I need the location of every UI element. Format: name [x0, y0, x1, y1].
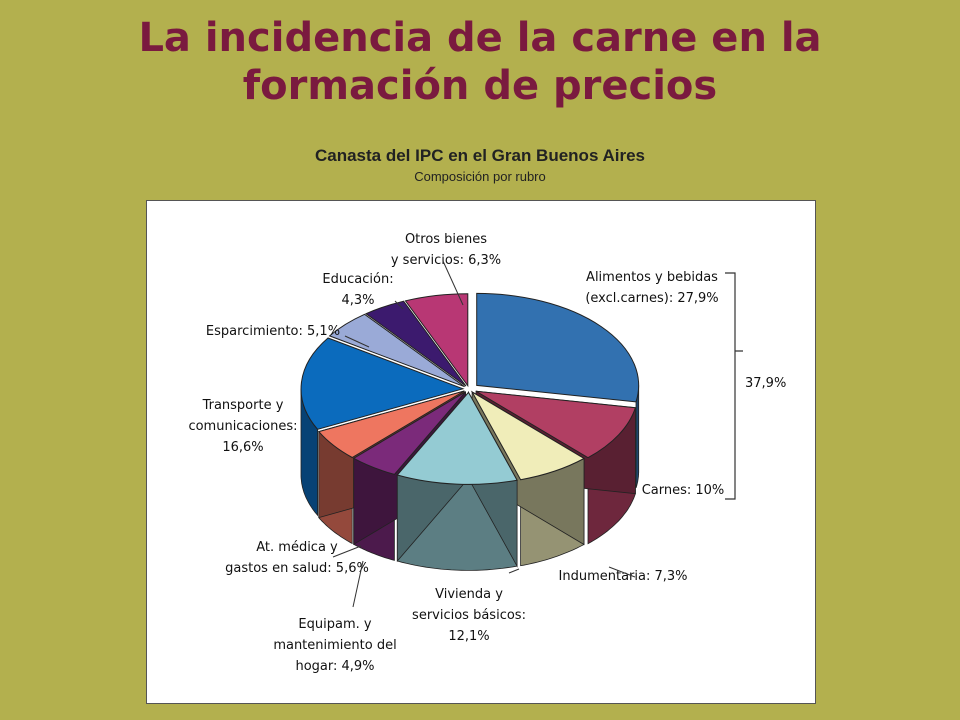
bracket: [725, 272, 743, 500]
slide-title-line-2: formación de precios: [242, 63, 718, 109]
plot-area: Alimentos y bebidas (excl.carnes): 27,9% C…: [146, 200, 816, 704]
slice-label-6: Transporte y comunicaciones: 16,6%: [188, 398, 297, 455]
slice-label-8: Educación: 4,3%: [322, 272, 393, 308]
slide-title-line-1: La incidencia de la carne en la: [138, 15, 822, 61]
slice-label-9: Otros bienes y servicios: 6,3%: [391, 232, 501, 268]
slice-label-7: Esparcimiento: 5,1%: [206, 324, 340, 339]
slice-label-1: Carnes: 10%: [642, 483, 725, 498]
leader-line-1: [352, 560, 364, 608]
slice-labels: Alimentos y bebidas (excl.carnes): 27,9% C…: [188, 232, 724, 674]
pie-chart: Alimentos y bebidas (excl.carnes): 27,9% C…: [188, 232, 786, 674]
slice-label-5: At. médica y gastos en salud: 5,6%: [225, 540, 369, 576]
leader-line-4: [344, 335, 370, 348]
chart-subtitle: Composición por rubro: [414, 169, 546, 184]
pie-slice-0: [476, 292, 640, 403]
leader-line-3: [608, 566, 636, 578]
bracket-label: 37,9%: [745, 376, 786, 391]
pie-tops: [300, 292, 640, 485]
slice-label-4: Equipam. y mantenimiento del hogar: 4,9%: [273, 617, 396, 674]
slice-label-2: Indumentaria: 7,3%: [559, 569, 688, 584]
leader-line-0: [508, 568, 520, 574]
pie-slice-2: [470, 390, 586, 481]
slice-label-3: Vivienda y servicios básicos: 12,1%: [412, 587, 526, 644]
slice-label-0: Alimentos y bebidas (excl.carnes): 27,9%: [585, 270, 718, 306]
leader-line-6: [442, 260, 464, 306]
pie-slice-4: [352, 391, 466, 475]
pie-slice-7: [328, 313, 465, 388]
pie-slice-6: [300, 337, 465, 430]
slide-title: La incidencia de la carne en la formació…: [0, 14, 960, 110]
pie-slice-3: [396, 391, 518, 485]
leader-line-5: [394, 300, 404, 310]
pie-slice-1: [475, 390, 637, 459]
leader-line-2: [332, 545, 362, 558]
pie-slice-5: [317, 390, 465, 459]
pie-slice-8: [365, 300, 467, 387]
chart-title: Canasta del IPC en el Gran Buenos Aires: [314, 146, 646, 165]
pie-slice-9: [404, 293, 469, 388]
